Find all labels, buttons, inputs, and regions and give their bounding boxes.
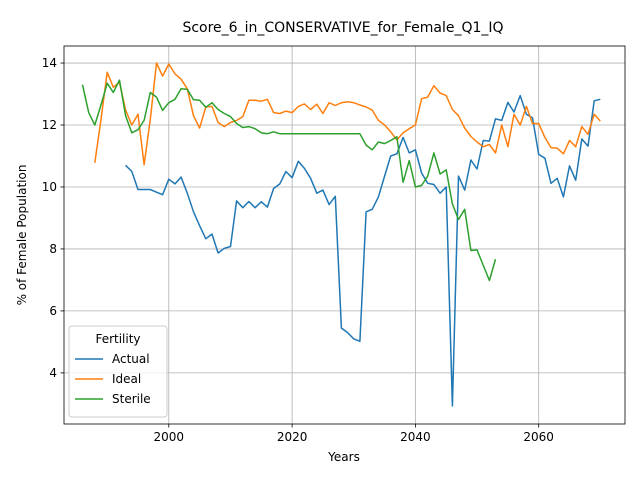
x-axis-label: Years — [327, 450, 360, 464]
legend-label-actual: Actual — [112, 352, 150, 366]
plot-area-frame — [63, 45, 626, 425]
y-tick-label: 10 — [42, 180, 57, 194]
y-tick-label: 4 — [49, 366, 57, 380]
x-tick-label: 2000 — [154, 430, 185, 444]
series-lines — [81, 62, 601, 407]
legend-title: Fertility — [95, 332, 140, 346]
x-tick-label: 2040 — [400, 430, 431, 444]
legend: Fertility Actual Ideal Sterile — [68, 325, 168, 418]
legend-box — [68, 325, 168, 418]
y-axis-label: % of Female Population — [15, 165, 29, 306]
y-tick-label: 12 — [42, 118, 57, 132]
grid — [64, 46, 625, 424]
chart-title: Score_6_in_CONSERVATIVE_for_Female_Q1_IQ — [182, 20, 503, 36]
x-axis-ticks: 2000 2020 2040 2060 — [154, 424, 554, 444]
legend-label-sterile: Sterile — [112, 392, 151, 406]
y-tick-label: 6 — [49, 304, 57, 318]
legend-label-ideal: Ideal — [112, 372, 141, 386]
series-line-sterile — [81, 79, 497, 282]
y-axis-ticks: 4 6 8 10 12 14 — [42, 56, 64, 380]
series-line-actual — [125, 94, 601, 407]
x-tick-label: 2060 — [523, 430, 554, 444]
y-tick-label: 8 — [49, 242, 57, 256]
series-line-ideal — [94, 62, 601, 166]
y-tick-label: 14 — [42, 56, 57, 70]
x-tick-label: 2020 — [277, 430, 308, 444]
